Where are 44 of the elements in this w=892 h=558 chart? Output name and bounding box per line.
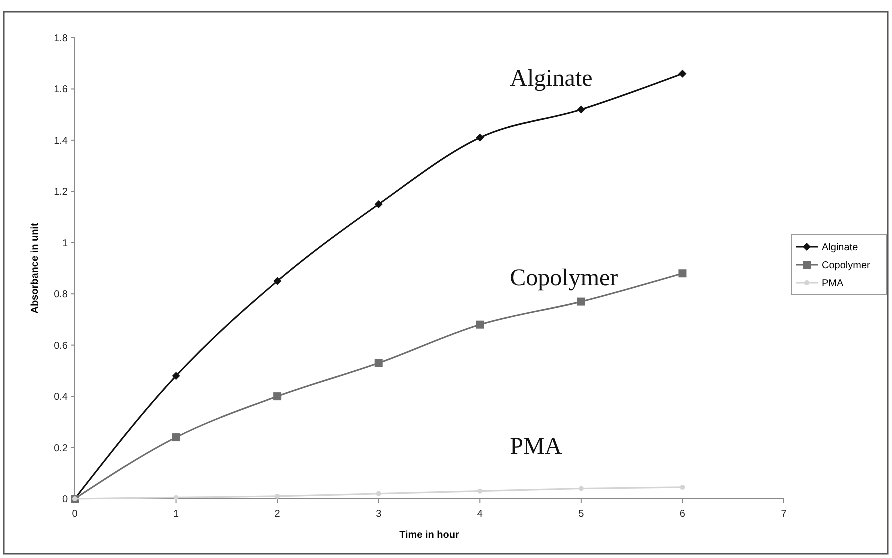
x-tick-label: 1 (174, 509, 180, 520)
y-tick-label: 1.8 (54, 34, 68, 44)
x-axis-title: Time in hour (400, 530, 460, 541)
y-tick-label: 1 (62, 238, 68, 250)
y-tick-label: 0 (62, 494, 68, 506)
x-tick-label: 2 (274, 509, 281, 520)
point (274, 392, 282, 401)
x-tick-label: 5 (578, 509, 585, 520)
y-tick-label: 0.2 (54, 443, 68, 454)
y-tick-label: 0.4 (54, 392, 68, 404)
x-tick-label: 3 (376, 509, 382, 520)
point (578, 486, 584, 492)
x-tick-label: 0 (72, 509, 78, 520)
y-tick-label: 1.2 (54, 187, 68, 198)
y-tick-label: 0.6 (54, 340, 68, 352)
point (376, 491, 382, 496)
legend-label: Alginate (822, 242, 859, 254)
y-tick-label: 0.8 (54, 290, 68, 301)
point (172, 372, 180, 380)
point (172, 434, 180, 442)
point (577, 298, 586, 306)
legend-label: PMA (822, 278, 844, 290)
point (478, 488, 483, 494)
point (374, 359, 383, 368)
y-axis-title: Absorbance in unit (30, 222, 41, 314)
text: Alginate (510, 66, 593, 92)
point (174, 495, 179, 500)
point (476, 134, 484, 142)
text: PMA (510, 434, 562, 460)
x-tick-label: 6 (680, 509, 686, 520)
legend-label: Copolymer (822, 260, 872, 272)
point (678, 270, 687, 278)
x-tick-label: 4 (477, 509, 484, 520)
point (274, 277, 282, 286)
point (577, 106, 586, 114)
point (678, 70, 687, 78)
y-tick-label: 1.4 (54, 136, 68, 147)
point (374, 200, 383, 208)
point (476, 320, 484, 329)
text: Copolymer (510, 266, 618, 292)
point (275, 494, 280, 499)
point (680, 484, 686, 490)
x-tick-label: 7 (781, 509, 788, 520)
y-tick-label: 1.6 (54, 84, 68, 96)
